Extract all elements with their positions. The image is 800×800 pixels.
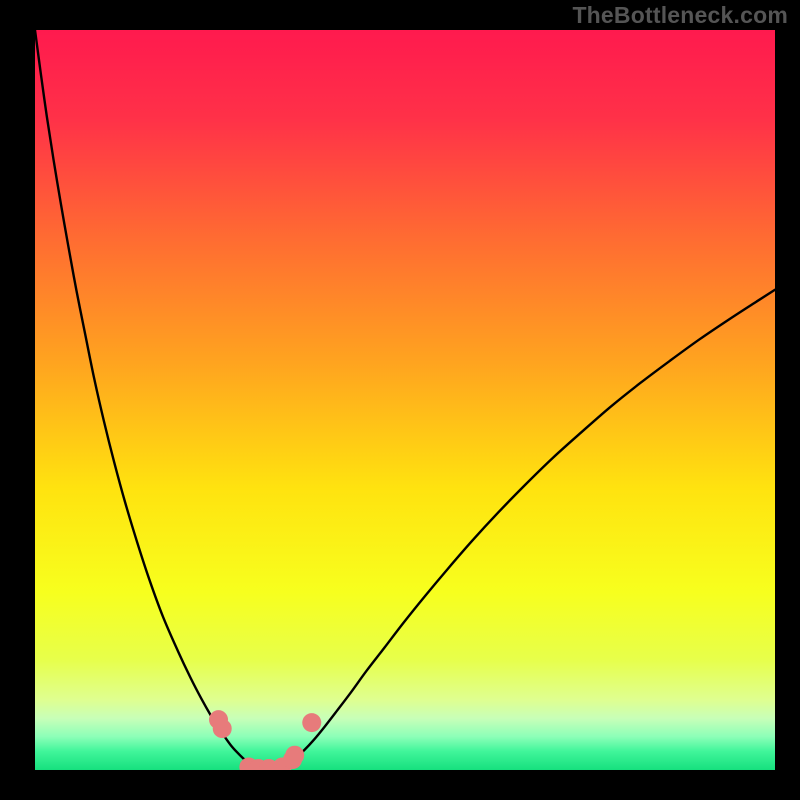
plot-area [35,30,775,770]
watermark-text: TheBottleneck.com [572,2,788,29]
marker-point [213,719,232,738]
chart-svg [0,0,800,800]
chart-root: TheBottleneck.com [0,0,800,800]
marker-point [285,746,304,765]
marker-point [302,713,321,732]
